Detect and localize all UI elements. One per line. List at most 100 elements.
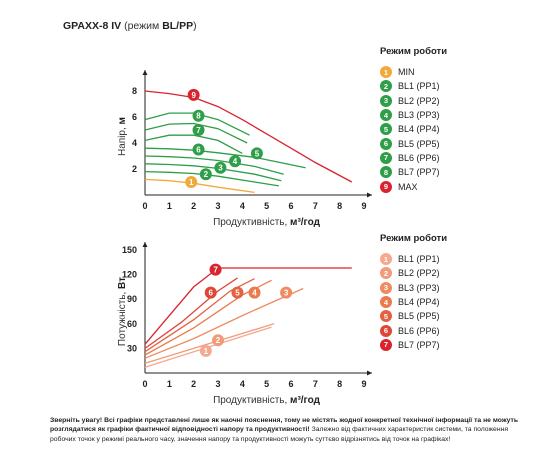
legend-marker: 3 <box>380 94 392 107</box>
subtitle-prefix: (режим <box>124 20 163 32</box>
power-series-marker-label: 6 <box>208 289 213 298</box>
subtitle-mode: BL/PP <box>162 20 194 32</box>
power-series-marker-7 <box>209 263 222 276</box>
y-tick-label: 30 <box>127 343 137 353</box>
x-tick-label: 9 <box>361 201 366 211</box>
legend-label: BL6 (PP6) <box>398 325 440 336</box>
legend-item: 5 BL5 (PP5) <box>380 309 447 323</box>
model-name: XX-8 IV <box>84 20 122 32</box>
head-series-line-3 <box>144 163 282 182</box>
legend-label: BL2 (PP2) <box>398 268 440 279</box>
legend-label: BL6 (PP6) <box>398 152 440 163</box>
y-axis-arrow <box>142 70 148 75</box>
y-tick-label: 8 <box>132 86 137 96</box>
disclaimer-warning: Зверніть увагу! Всі графіки представлені… <box>50 417 519 434</box>
power-series-line-7 <box>144 267 352 345</box>
y-tick-label: 4 <box>132 138 137 148</box>
legend-label: BL4 (PP4) <box>398 297 440 308</box>
legend-label: MAX <box>398 181 418 192</box>
legend-marker: 4 <box>380 109 392 122</box>
x-axis-arrow <box>367 370 372 376</box>
legend-label: MIN <box>398 67 415 78</box>
head-series-line-5 <box>144 147 306 169</box>
legend-item: 7 BL6 (PP6) <box>380 151 447 165</box>
power-series-marker-6 <box>204 286 217 299</box>
power-series-marker-3 <box>280 286 293 299</box>
legend-item: 2 BL1 (PP1) <box>380 79 447 93</box>
legend-label: BL3 (PP3) <box>398 282 440 293</box>
power-series-marker-4 <box>248 286 261 299</box>
head-series-marker-8 <box>192 109 205 122</box>
x-tick-label: 3 <box>215 201 220 211</box>
legend-item: 1 MIN <box>380 65 447 79</box>
legend-label: BL1 (PP1) <box>398 81 440 92</box>
legend-marker: 1 <box>380 253 392 266</box>
y-tick-label: 2 <box>132 164 137 174</box>
legend-marker: 9 <box>380 180 392 193</box>
x-axis-arrow <box>367 192 372 198</box>
legend-marker: 6 <box>380 324 392 337</box>
legend-head-modes: Режим роботи 1 MIN 2 BL1 (PP1) 3 BL2 (PP2) 4 BL… <box>380 46 447 194</box>
power-series-marker-label: 5 <box>235 289 240 298</box>
y-tick-label: 120 <box>122 270 137 280</box>
x-tick-label: 3 <box>215 379 220 389</box>
legend-item: 4 BL4 (PP4) <box>380 295 447 309</box>
y-axis-label: Напір, м <box>117 117 128 156</box>
legend-label: BL5 (PP5) <box>398 311 440 322</box>
disclaimer-text: Залежно від фактичних характеристик сист… <box>50 426 509 443</box>
power-series-marker-5 <box>231 286 244 299</box>
head-series-marker-label: 4 <box>233 157 238 166</box>
x-tick-label: 1 <box>167 201 172 211</box>
power-series-marker-2 <box>212 334 224 347</box>
legend-label: BL2 (PP2) <box>398 95 440 106</box>
legend-label: BL3 (PP3) <box>398 110 440 121</box>
legend-marker: 5 <box>380 310 392 323</box>
legend-marker: 4 <box>380 296 392 309</box>
head-series-marker-label: 7 <box>196 126 201 135</box>
power-series-marker-label: 1 <box>204 347 209 356</box>
legend-item: 4 BL3 (PP3) <box>380 108 447 122</box>
power-series-marker-label: 4 <box>252 289 257 298</box>
legend-marker: 3 <box>380 281 392 294</box>
head-series-line-7 <box>144 122 248 144</box>
subtitle-suffix: ) <box>193 20 197 32</box>
y-axis-label: Потужність, Вт <box>117 277 128 346</box>
legend-marker: 1 <box>380 66 392 79</box>
power-series-line-6 <box>144 277 238 349</box>
head-series-marker-label: 8 <box>196 112 201 121</box>
x-axis-label: Продуктивність, м³/год <box>213 395 321 406</box>
head-series-marker-3 <box>214 161 227 174</box>
x-tick-label: 0 <box>142 379 147 389</box>
legend-item: 8 BL7 (PP7) <box>380 165 447 179</box>
disclaimer-footnote: Зверніть увагу! Всі графіки представлені… <box>50 416 520 444</box>
legend-label: BL4 (PP4) <box>398 124 440 135</box>
x-tick-label: 5 <box>264 379 269 389</box>
head-series-line-4 <box>144 155 284 175</box>
legend-label: BL7 (PP7) <box>398 339 440 350</box>
legend-label: BL1 (PP1) <box>398 254 440 265</box>
x-tick-label: 8 <box>337 379 342 389</box>
legend-label: BL5 (PP5) <box>398 138 440 149</box>
x-axis-label: Продуктивність, м³/год <box>213 217 321 228</box>
x-tick-label: 8 <box>337 201 342 211</box>
head-series-marker-7 <box>192 124 205 136</box>
power-series-line-5 <box>144 278 255 353</box>
legend-item: 1 BL1 (PP1) <box>380 252 447 266</box>
head-series-marker-label: 1 <box>189 178 194 187</box>
legend-marker: 7 <box>380 151 392 164</box>
head-series-marker-1 <box>185 176 198 188</box>
legend-marker: 6 <box>380 137 392 150</box>
x-tick-label: 0 <box>142 201 147 211</box>
x-tick-label: 2 <box>191 201 196 211</box>
x-tick-label: 7 <box>313 201 318 211</box>
y-tick-label: 60 <box>127 319 137 329</box>
legend-item: 2 BL2 (PP2) <box>380 266 447 280</box>
head-series-marker-label: 9 <box>191 91 196 100</box>
legend-title: Режим роботи <box>380 46 448 57</box>
y-axis-arrow <box>142 242 148 247</box>
power-series-marker-1 <box>199 344 212 357</box>
head-series-marker-4 <box>229 155 242 168</box>
head-series-line-6 <box>144 134 243 154</box>
legend-marker: 5 <box>380 123 392 136</box>
